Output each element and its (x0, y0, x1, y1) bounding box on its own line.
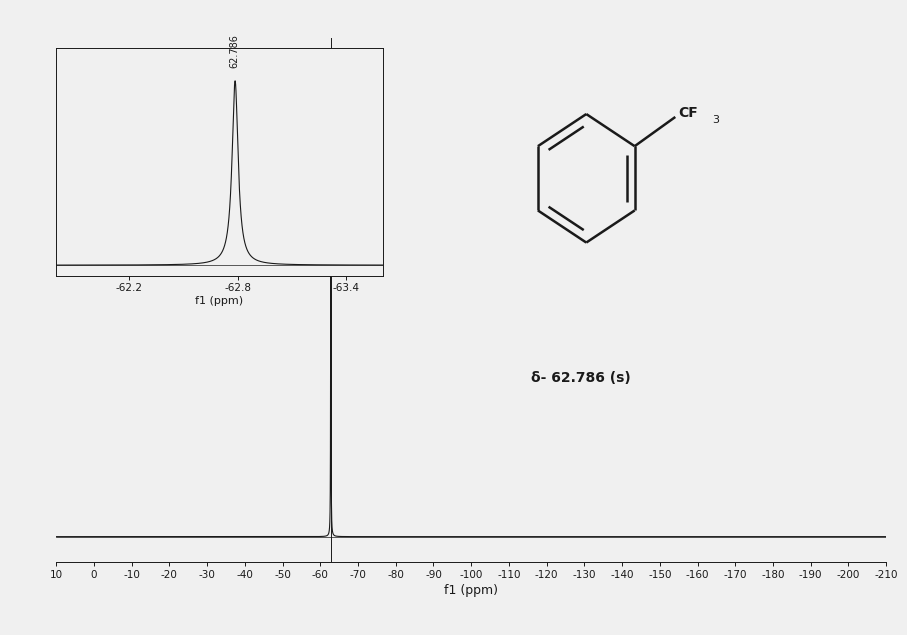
Text: δ- 62.786 (s): δ- 62.786 (s) (531, 371, 630, 385)
Text: -62.786: -62.786 (321, 69, 331, 105)
X-axis label: f1 (ppm): f1 (ppm) (195, 296, 244, 306)
Text: 3: 3 (712, 115, 719, 125)
X-axis label: f1 (ppm): f1 (ppm) (444, 584, 498, 598)
Text: CF: CF (678, 105, 697, 119)
Text: 62.786: 62.786 (229, 34, 239, 68)
